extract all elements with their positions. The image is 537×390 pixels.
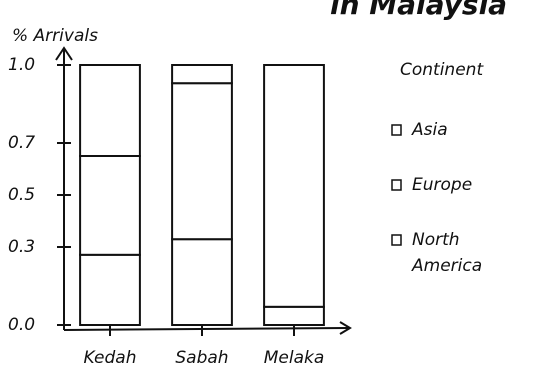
x-tick-label: Melaka: [264, 348, 325, 368]
bar-segment: [171, 64, 233, 85]
y-tick-label: 0.0: [8, 315, 35, 335]
bar-segment: [263, 305, 325, 326]
legend-label: Asia: [411, 120, 448, 140]
bar-segment: [79, 155, 141, 256]
legend-title: Continent: [400, 60, 484, 80]
legend-marker: [391, 234, 402, 246]
legend-label: Europe: [412, 175, 472, 195]
axis-arrows: [55, 46, 352, 335]
bar-segment: [171, 238, 233, 326]
x-tick-label: Sabah: [175, 348, 228, 368]
chart-title: in Malaysia: [330, 0, 507, 21]
x-axis: [63, 327, 349, 331]
legend-label: North America: [411, 230, 482, 276]
bar-segment: [171, 82, 233, 241]
y-axis-label: % Arrivals: [12, 26, 98, 46]
legend-marker: [391, 124, 402, 136]
y-tick-label: 0.7: [8, 133, 35, 153]
x-tick-label: Kedah: [84, 348, 137, 368]
y-tick-label: 1.0: [8, 55, 35, 75]
legend-marker: [391, 179, 402, 191]
y-tick-label: 0.5: [8, 185, 35, 205]
bar-segment: [79, 64, 141, 157]
bar-segment: [263, 64, 325, 308]
y-tick-label: 0.3: [8, 237, 35, 257]
bar-segment: [79, 253, 141, 326]
